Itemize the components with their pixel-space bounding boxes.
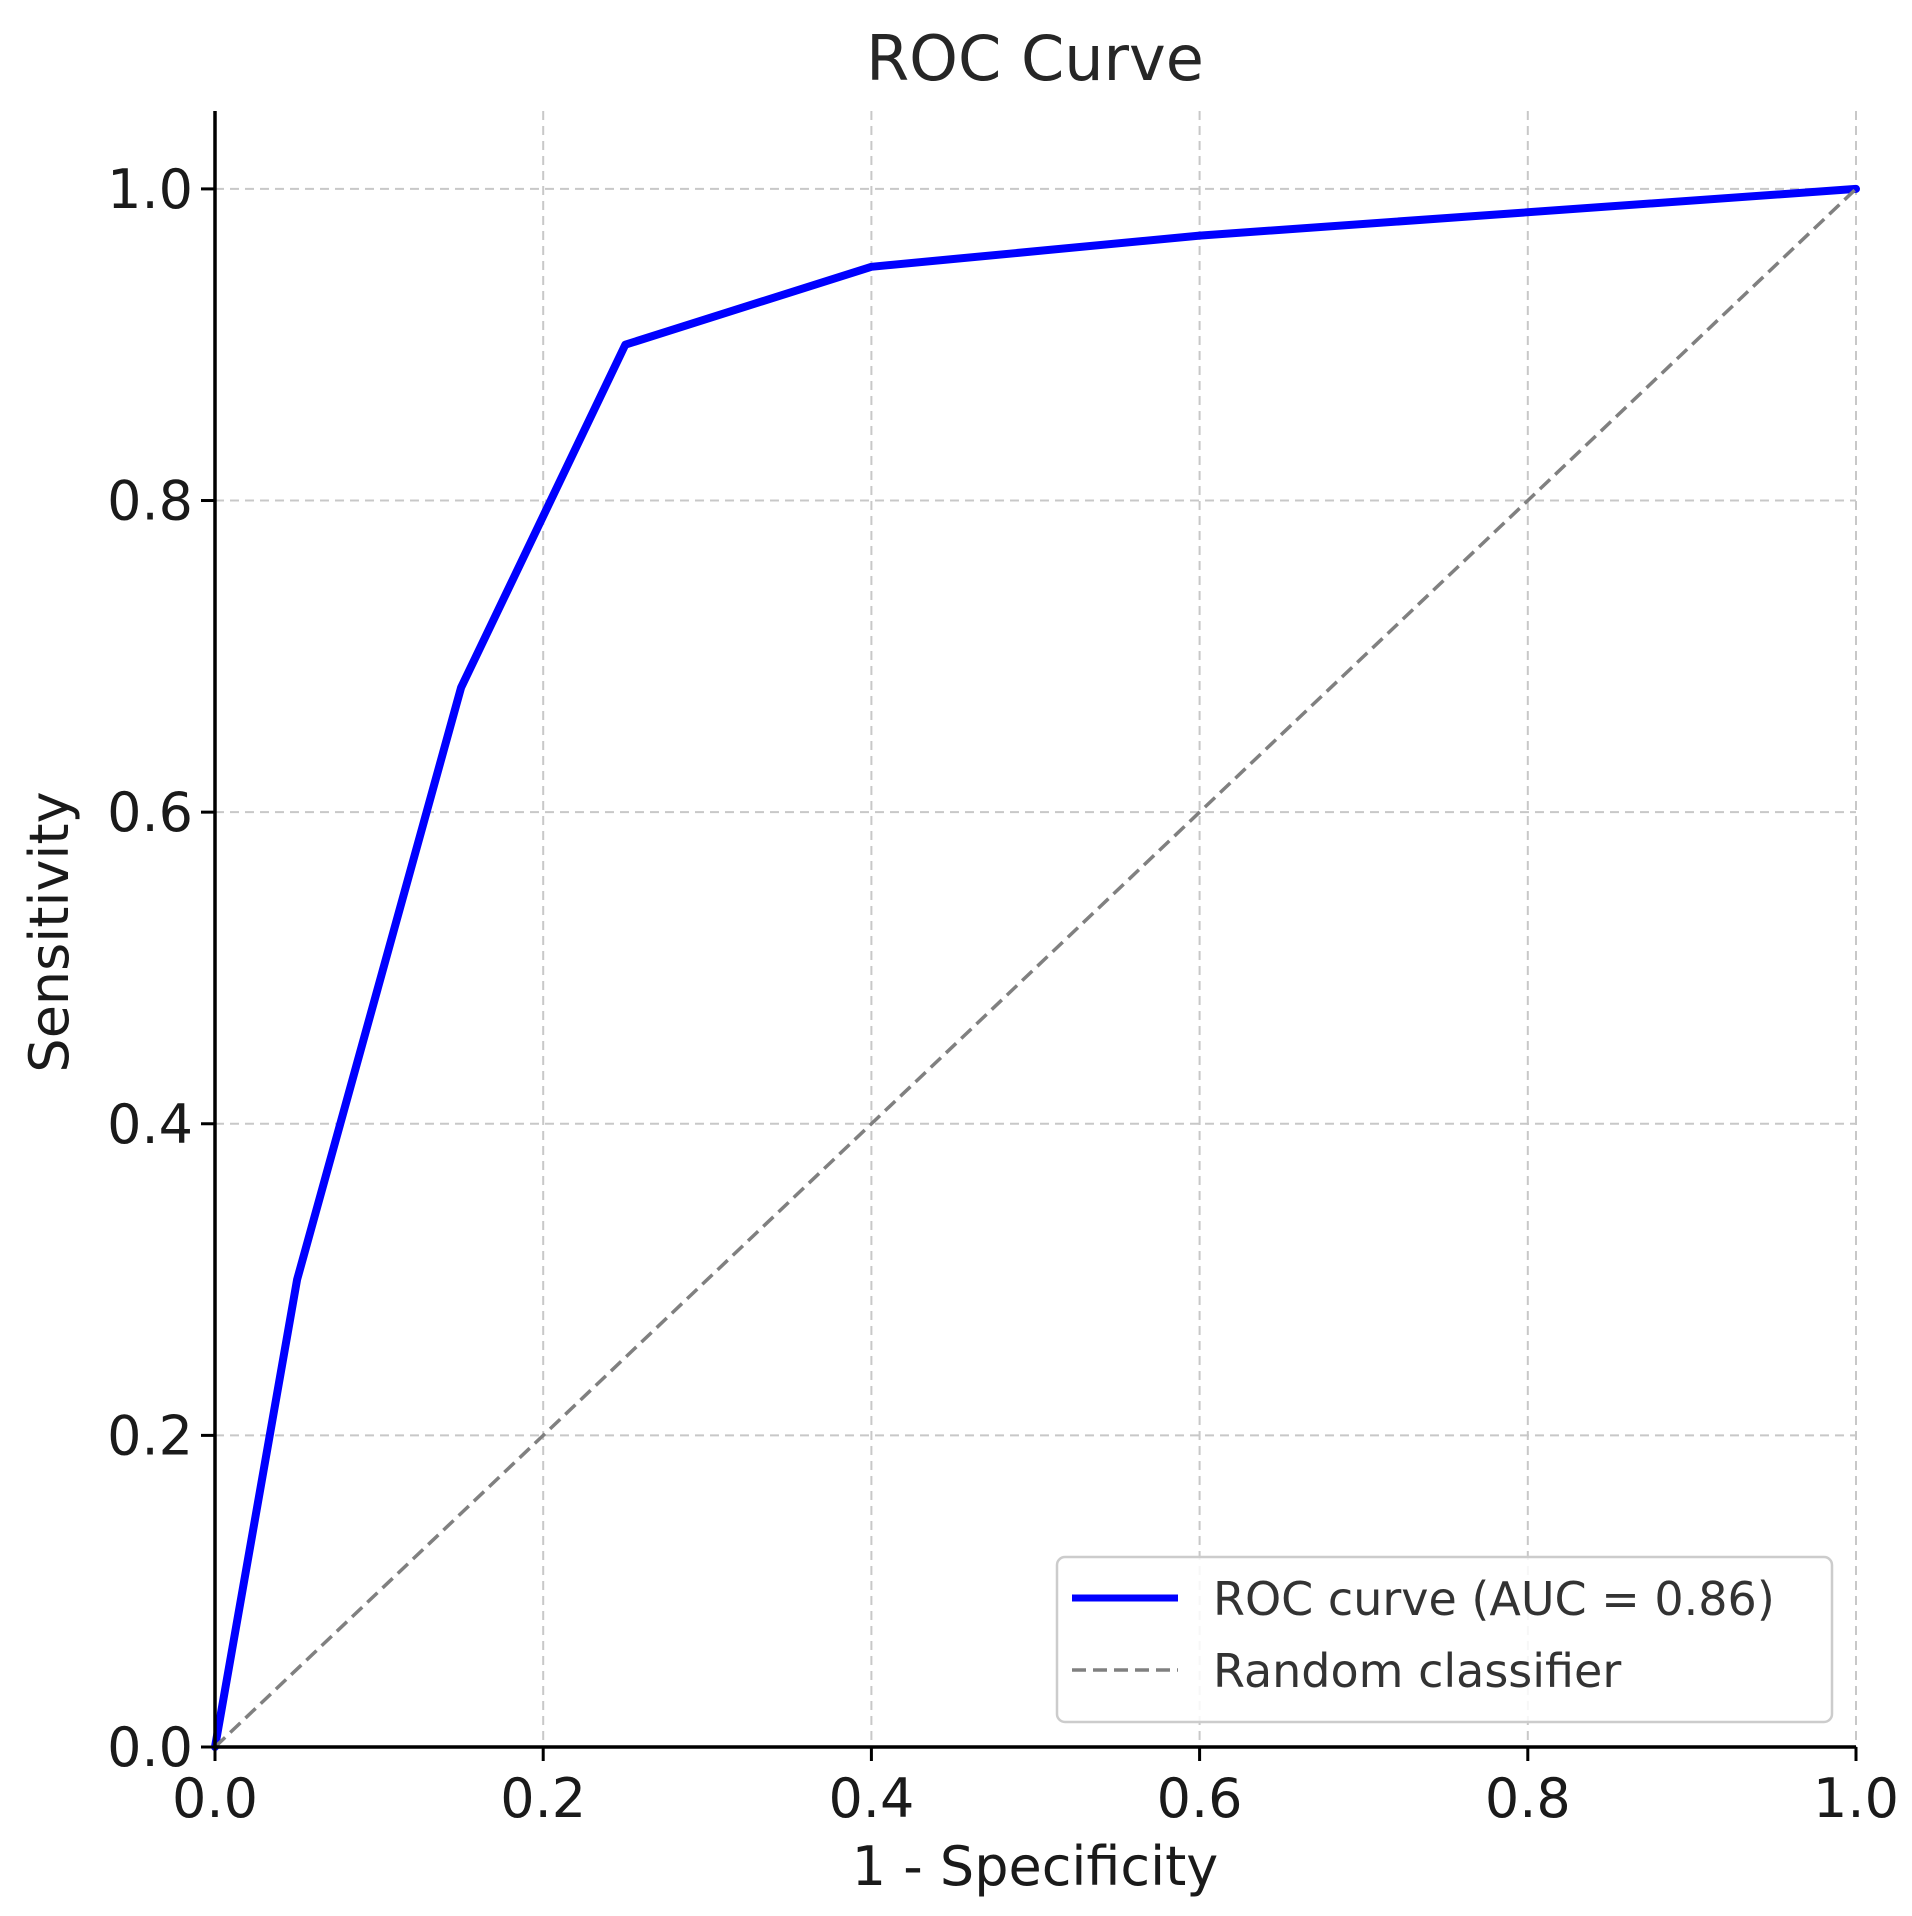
random-classifier-line — [213, 187, 1858, 1749]
y-tick-label-0: 0.0 — [107, 1716, 193, 1779]
x-axis-label: 1 - Specificity — [852, 1835, 1218, 1898]
grid-layer — [214, 111, 1857, 1748]
x-tick-label-1: 0.2 — [500, 1767, 586, 1830]
y-axis-label: Sensitivity — [18, 791, 81, 1072]
legend-frame — [1055, 1555, 1834, 1724]
y-tick-label-3: 0.6 — [107, 781, 193, 844]
x-tick-label-2: 0.4 — [828, 1767, 914, 1830]
legend: ROC curve (AUC = 0.86) Random classifier — [1055, 1555, 1834, 1724]
x-tick-label-5: 1.0 — [1813, 1767, 1899, 1830]
legend-label-roc: ROC curve (AUC = 0.86) — [1213, 1572, 1775, 1626]
legend-label-random: Random classifier — [1213, 1644, 1621, 1698]
tick-layer: 0.0 0.2 0.4 0.6 0.8 1.0 0.0 0.2 0.4 0.6 0.8 1.0 — [107, 158, 1899, 1830]
series-layer — [211, 184, 1860, 1751]
y-tick-label-4: 0.8 — [107, 470, 193, 533]
roc-curve-line — [211, 184, 1860, 1751]
x-tick-label-3: 0.6 — [1157, 1767, 1243, 1830]
y-tick-label-1: 0.2 — [107, 1404, 193, 1467]
y-tick-label-2: 0.4 — [107, 1093, 193, 1156]
x-tick-label-4: 0.8 — [1485, 1767, 1571, 1830]
chart-title: ROC Curve — [866, 22, 1204, 95]
x-tick-label-0: 0.0 — [172, 1767, 258, 1830]
y-tick-label-5: 1.0 — [107, 158, 193, 221]
spine-layer — [213, 111, 1856, 1749]
